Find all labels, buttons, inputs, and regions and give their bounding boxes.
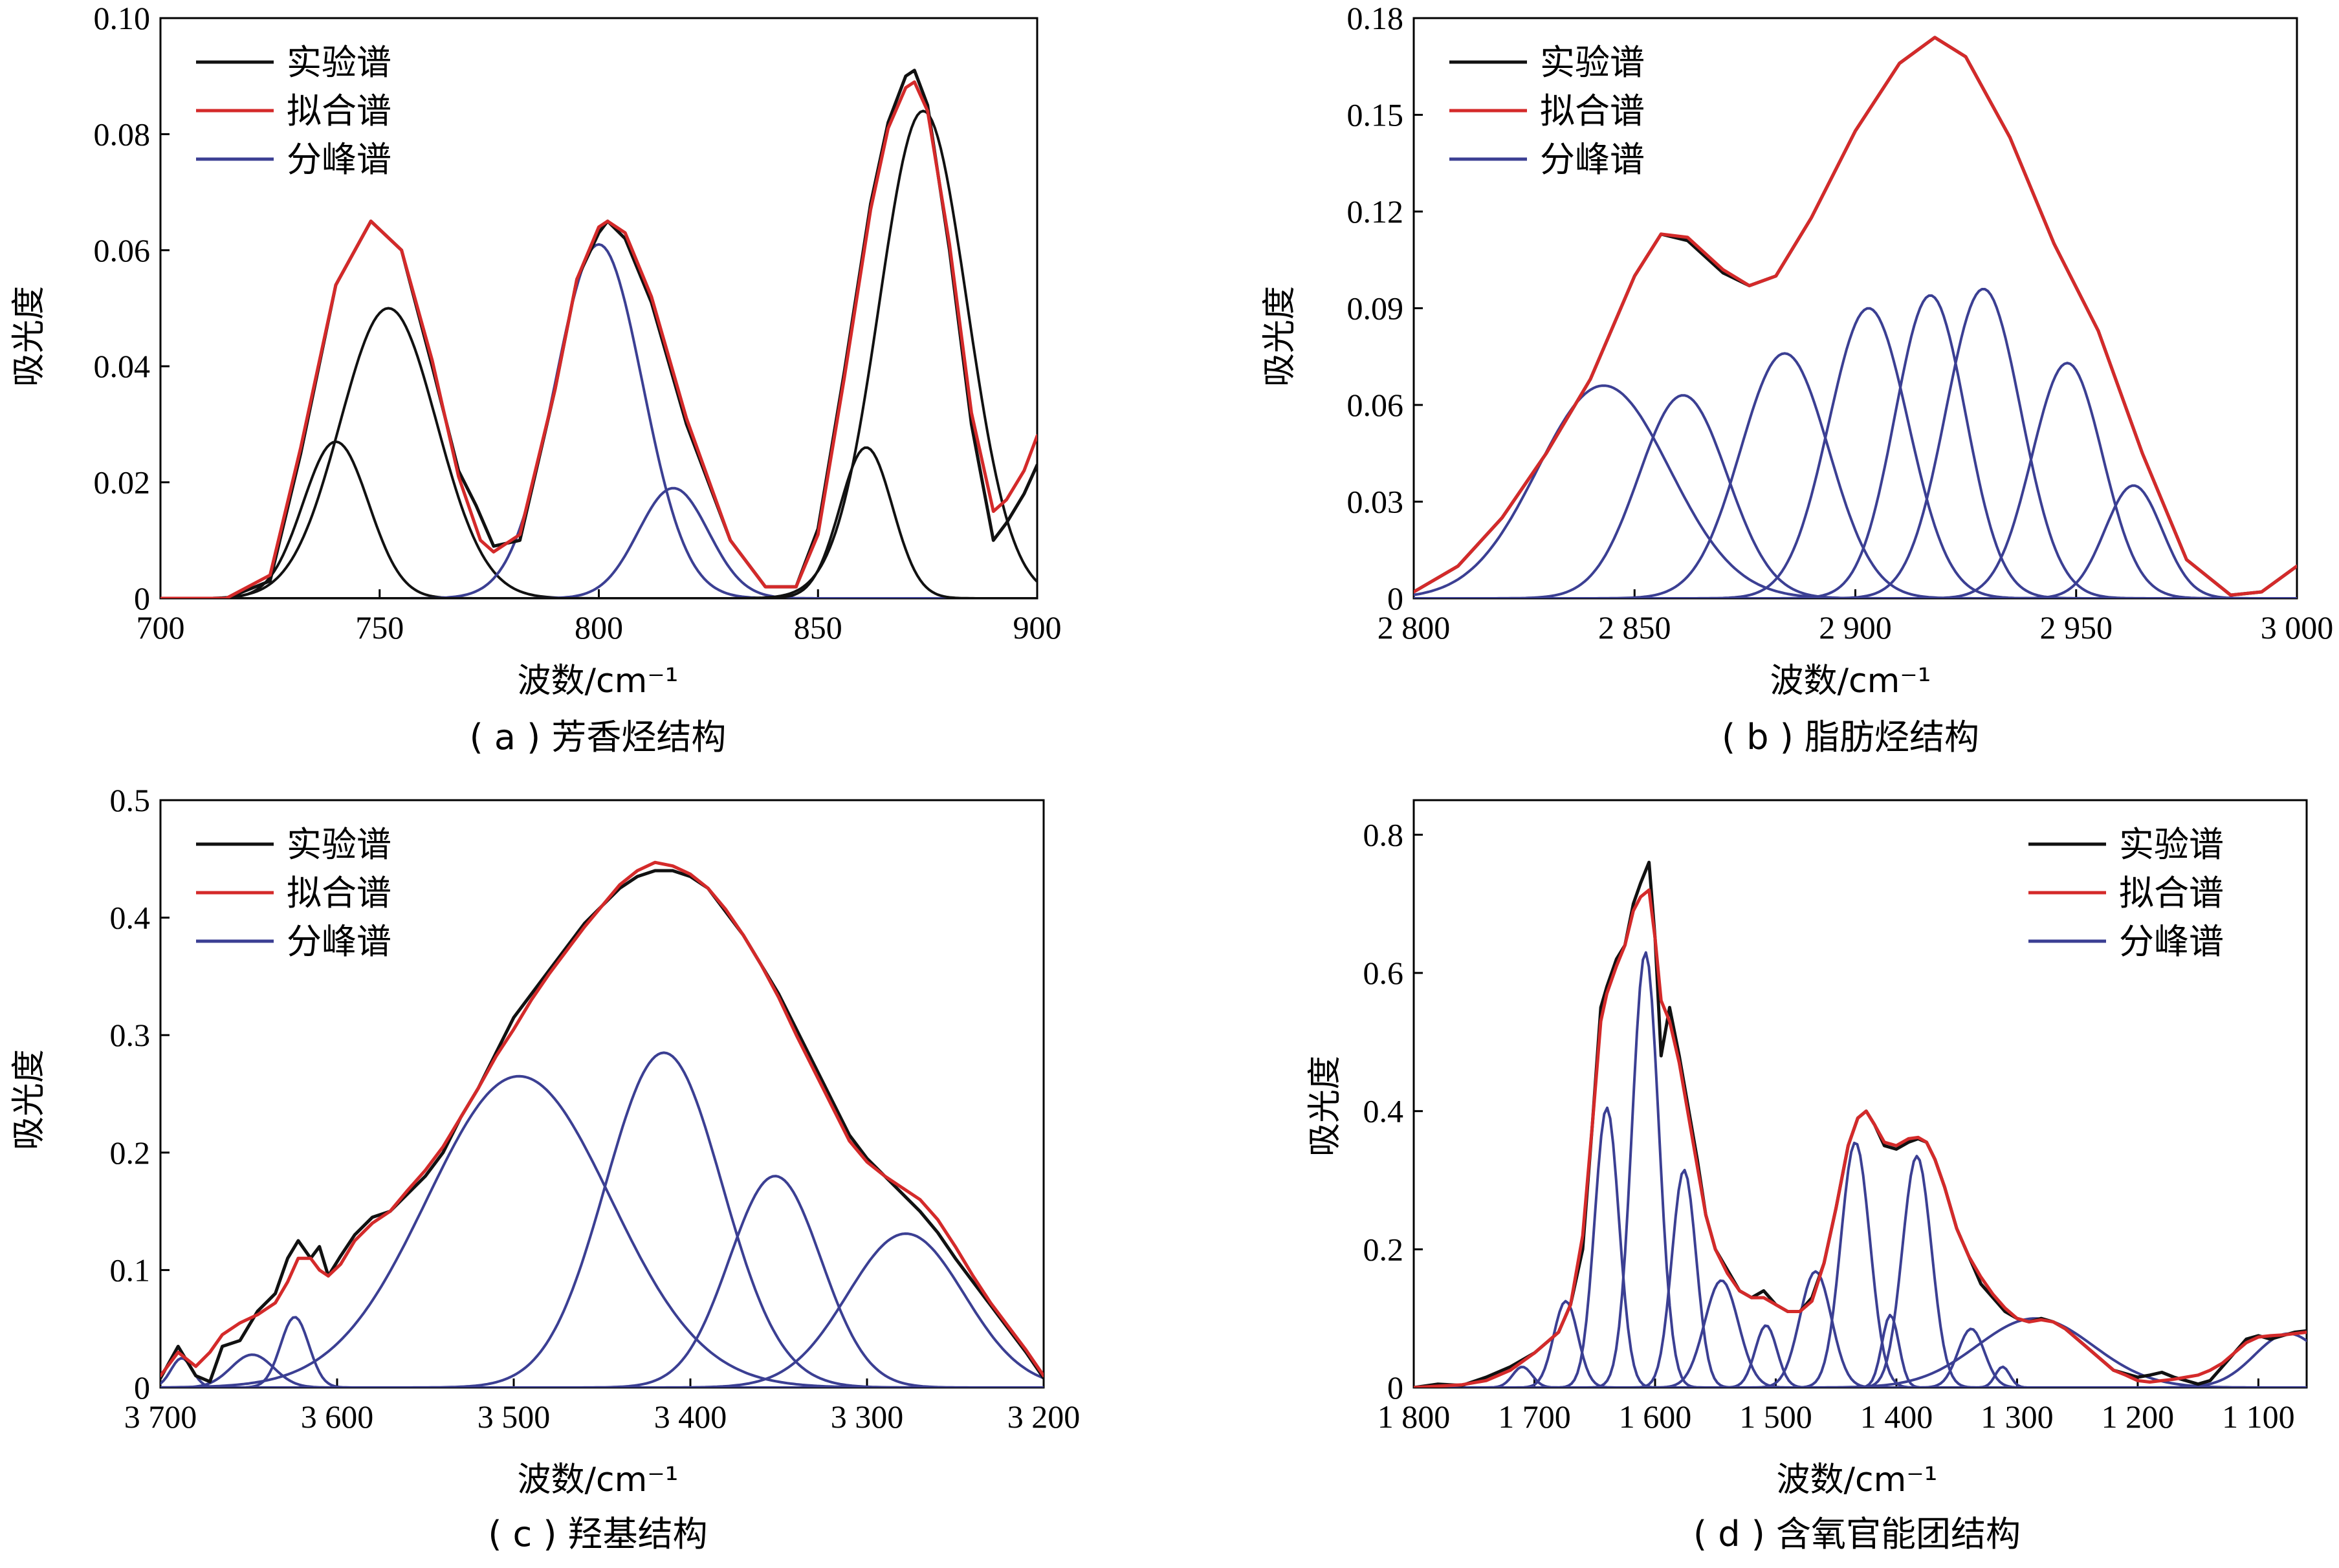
series-component-5: [1414, 294, 2297, 598]
series-component-5: [160, 1051, 1044, 1388]
y-tick-label: 0.3: [110, 1017, 151, 1053]
y-tick-label: 0.04: [94, 348, 151, 384]
legend-entry: 分峰谱: [287, 139, 391, 180]
series-component-7: [1414, 362, 2297, 598]
legend-entry: 拟合谱: [287, 873, 391, 913]
y-tick-label: 0: [1387, 1369, 1403, 1406]
panel-caption: ( a ) 芳香烃结构: [470, 717, 727, 757]
x-tick-label: 3 000: [2261, 609, 2334, 646]
y-tick-label: 0.4: [1363, 1093, 1404, 1129]
x-tick-label: 2 950: [2040, 609, 2113, 646]
chart-panel-3: 1 800 1 700 1 600 1 500 1 400 1 300 1 200 1 100…: [1306, 799, 2308, 1554]
y-tick-label: 0.06: [1347, 387, 1404, 423]
y-tick-label: 0.09: [1347, 290, 1404, 327]
x-tick-label: 2 800: [1378, 609, 1451, 646]
x-axis-label: 波数/cm⁻¹: [517, 1461, 678, 1499]
x-tick-label: 900: [1013, 609, 1062, 646]
x-tick-label: 1 300: [1981, 1399, 2054, 1435]
series-component-1: [160, 440, 1037, 598]
y-tick-label: 0.8: [1363, 816, 1404, 853]
series-component-2: [1414, 1300, 2307, 1388]
x-tick-label: 3 200: [1007, 1399, 1081, 1435]
legend-entry: 实验谱: [287, 824, 391, 865]
x-tick-label: 1 600: [1619, 1399, 1692, 1435]
y-tick-label: 0: [134, 580, 150, 616]
legend-entry: 分峰谱: [2119, 921, 2224, 962]
y-tick-label: 0.15: [1347, 97, 1404, 133]
y-axis-label: 吸光度: [10, 1049, 49, 1150]
x-tick-label: 3 500: [478, 1399, 551, 1435]
x-tick-label: 1 800: [1378, 1399, 1451, 1435]
y-tick-label: 0: [1387, 580, 1403, 616]
x-tick-label: 1 200: [2102, 1399, 2175, 1435]
x-tick-label: 3 600: [301, 1399, 374, 1435]
chart-panel-0: 700 750 800 850 900 0 0.02 0.04 0.06 0.08 0.10 波数/c…: [10, 0, 1062, 757]
legend-entry: 拟合谱: [2119, 873, 2224, 913]
legend-entry: 分峰谱: [1540, 139, 1645, 180]
x-tick-label: 750: [355, 609, 404, 646]
x-tick-label: 3 700: [124, 1399, 197, 1435]
x-tick-label: 1 100: [2222, 1399, 2295, 1435]
x-tick-label: 1 500: [1739, 1399, 1812, 1435]
legend-entry: 拟合谱: [1540, 91, 1645, 131]
y-tick-label: 0.08: [94, 116, 151, 152]
x-tick-label: 800: [575, 609, 623, 646]
y-tick-label: 0.12: [1347, 193, 1404, 230]
x-tick-label: 1 400: [1860, 1399, 1933, 1435]
x-axis-label: 波数/cm⁻¹: [1776, 1461, 1937, 1499]
y-tick-label: 0.1: [110, 1252, 151, 1288]
y-tick-label: 0.2: [110, 1135, 151, 1171]
y-tick-label: 0.06: [94, 232, 151, 268]
legend-entry: 分峰谱: [287, 921, 391, 962]
panel-caption: ( c ) 羟基结构: [488, 1514, 707, 1554]
x-axis-label: 波数/cm⁻¹: [517, 662, 678, 701]
y-tick-label: 0.4: [110, 900, 151, 936]
y-tick-label: 0.03: [1347, 484, 1404, 520]
legend-entry: 拟合谱: [287, 91, 391, 131]
series-component-7: [160, 1232, 1044, 1388]
y-tick-label: 0.02: [94, 464, 151, 501]
panel-caption: ( d ) 含氧官能团结构: [1693, 1514, 2021, 1554]
series-component-4: [1414, 307, 2297, 598]
series-component-3: [160, 1316, 1044, 1388]
y-tick-label: 0.5: [110, 782, 151, 818]
x-tick-label: 2 900: [1819, 609, 1892, 646]
chart-panel-1: 2 800 2 850 2 900 2 950 3 000 0 0.03 0.06 0.09 0.…: [1260, 0, 2333, 757]
legend-entry: 实验谱: [1540, 42, 1645, 83]
panel-caption: ( b ) 脂肪烃结构: [1722, 717, 1979, 757]
series-component-5: [160, 446, 1037, 598]
x-tick-label: 700: [137, 609, 185, 646]
legend-entry: 实验谱: [287, 42, 391, 83]
series-component-3: [1414, 352, 2297, 598]
series-拟合谱: [160, 80, 1037, 598]
x-tick-label: 1 700: [1498, 1399, 1571, 1435]
x-tick-label: 850: [794, 609, 842, 646]
x-tick-label: 2 850: [1598, 609, 1671, 646]
x-tick-label: 3 300: [831, 1399, 904, 1435]
series-component-8: [1414, 484, 2297, 598]
series-component-6: [160, 109, 1037, 598]
x-axis-label: 波数/cm⁻¹: [1770, 662, 1931, 701]
x-tick-label: 3 400: [654, 1399, 727, 1435]
y-axis-label: 吸光度: [10, 286, 49, 387]
y-axis-label: 吸光度: [1306, 1056, 1345, 1157]
chart-panel-2: 3 700 3 600 3 500 3 400 3 300 3 200 0 0.1 0.2 0.3…: [10, 782, 1080, 1554]
y-tick-label: 0.2: [1363, 1231, 1404, 1267]
y-tick-label: 0.6: [1363, 955, 1404, 991]
legend-entry: 实验谱: [2119, 824, 2224, 865]
y-tick-label: 0: [134, 1369, 150, 1406]
y-tick-label: 0.18: [1347, 0, 1404, 36]
series-component-3: [160, 243, 1037, 598]
y-tick-label: 0.10: [94, 0, 151, 36]
series-拟合谱: [1414, 36, 2297, 597]
series-拟合谱: [160, 860, 1044, 1378]
series-拟合谱: [1414, 888, 2307, 1388]
series-component-2: [160, 307, 1037, 598]
series-component-9: [1414, 1141, 2307, 1388]
y-axis-label: 吸光度: [1260, 286, 1299, 387]
series-component-4: [160, 486, 1037, 598]
